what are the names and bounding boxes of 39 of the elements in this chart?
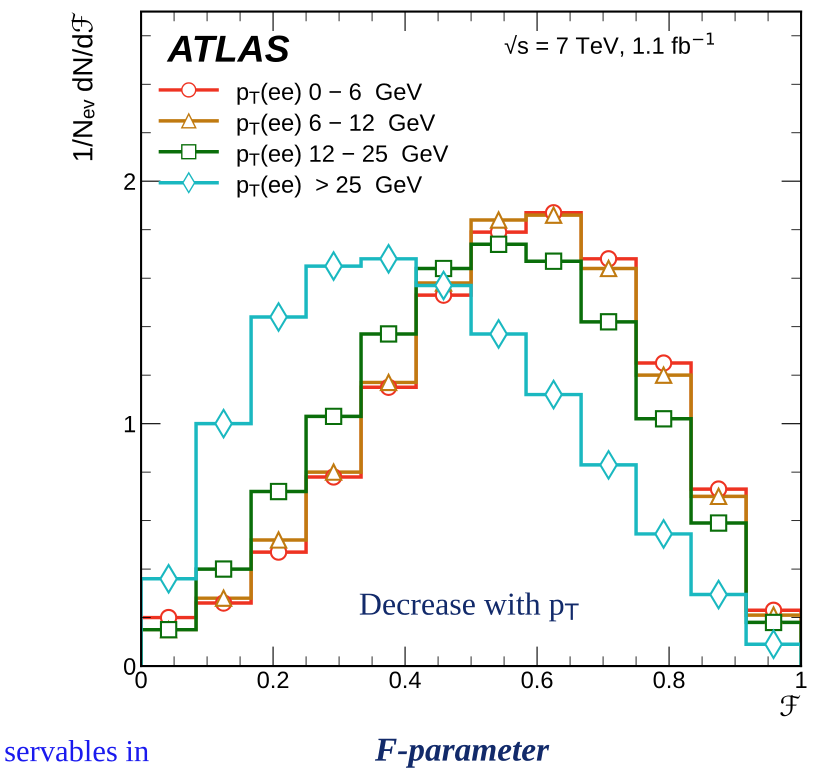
y-tick-label: 2: [124, 173, 136, 190]
legend-label: p$_{T}$(ee) 0 − 6 GeV: [238, 82, 422, 105]
point: [710, 488, 728, 506]
annotation: √s = 7 TeV, 1.1 fb$^{−1}$: [504, 32, 714, 57]
point: [654, 354, 672, 372]
x-tick-label: 0.4: [390, 672, 421, 688]
point: [380, 374, 398, 392]
point: [270, 531, 288, 549]
x-tick-label: 0.8: [654, 672, 684, 688]
point: [490, 211, 508, 229]
text: F-parameter: [374, 738, 550, 768]
legend-label: p$_{T}$(ee) > 25 GeV: [238, 176, 422, 198]
x-axis-title: ℱ: [780, 694, 800, 716]
point: [324, 463, 342, 481]
annotation: Decrease with p$_{T}$: [360, 592, 579, 622]
x-tick-label: 0.2: [258, 672, 288, 688]
point: [544, 252, 562, 270]
legend-label: p$_{T}$(ee) 6 − 12 GeV: [238, 114, 436, 136]
point: [600, 313, 618, 331]
point: [380, 325, 398, 343]
point: [324, 408, 342, 426]
x-tick-label: 1: [796, 672, 806, 688]
point: [214, 589, 232, 607]
x-tick-label: 0.6: [522, 672, 552, 688]
y-tick-label: 0: [124, 658, 136, 675]
point: [270, 482, 288, 500]
x-tick-label: 0: [135, 672, 147, 688]
legend-label: p$_{T}$(ee) 12 − 25 GeV: [238, 144, 448, 167]
point: [654, 410, 672, 428]
point: [600, 260, 618, 278]
annotation: ATLAS: [166, 35, 290, 62]
y-axis-title: 1/Nₑᵥ dN/dℱ: [71, 12, 94, 160]
point: [710, 514, 728, 532]
text: servables in: [5, 740, 149, 762]
point: [764, 614, 782, 632]
point: [214, 560, 232, 578]
y-tick-label: 1: [124, 416, 136, 432]
point: [654, 366, 672, 384]
point: [490, 236, 508, 253]
